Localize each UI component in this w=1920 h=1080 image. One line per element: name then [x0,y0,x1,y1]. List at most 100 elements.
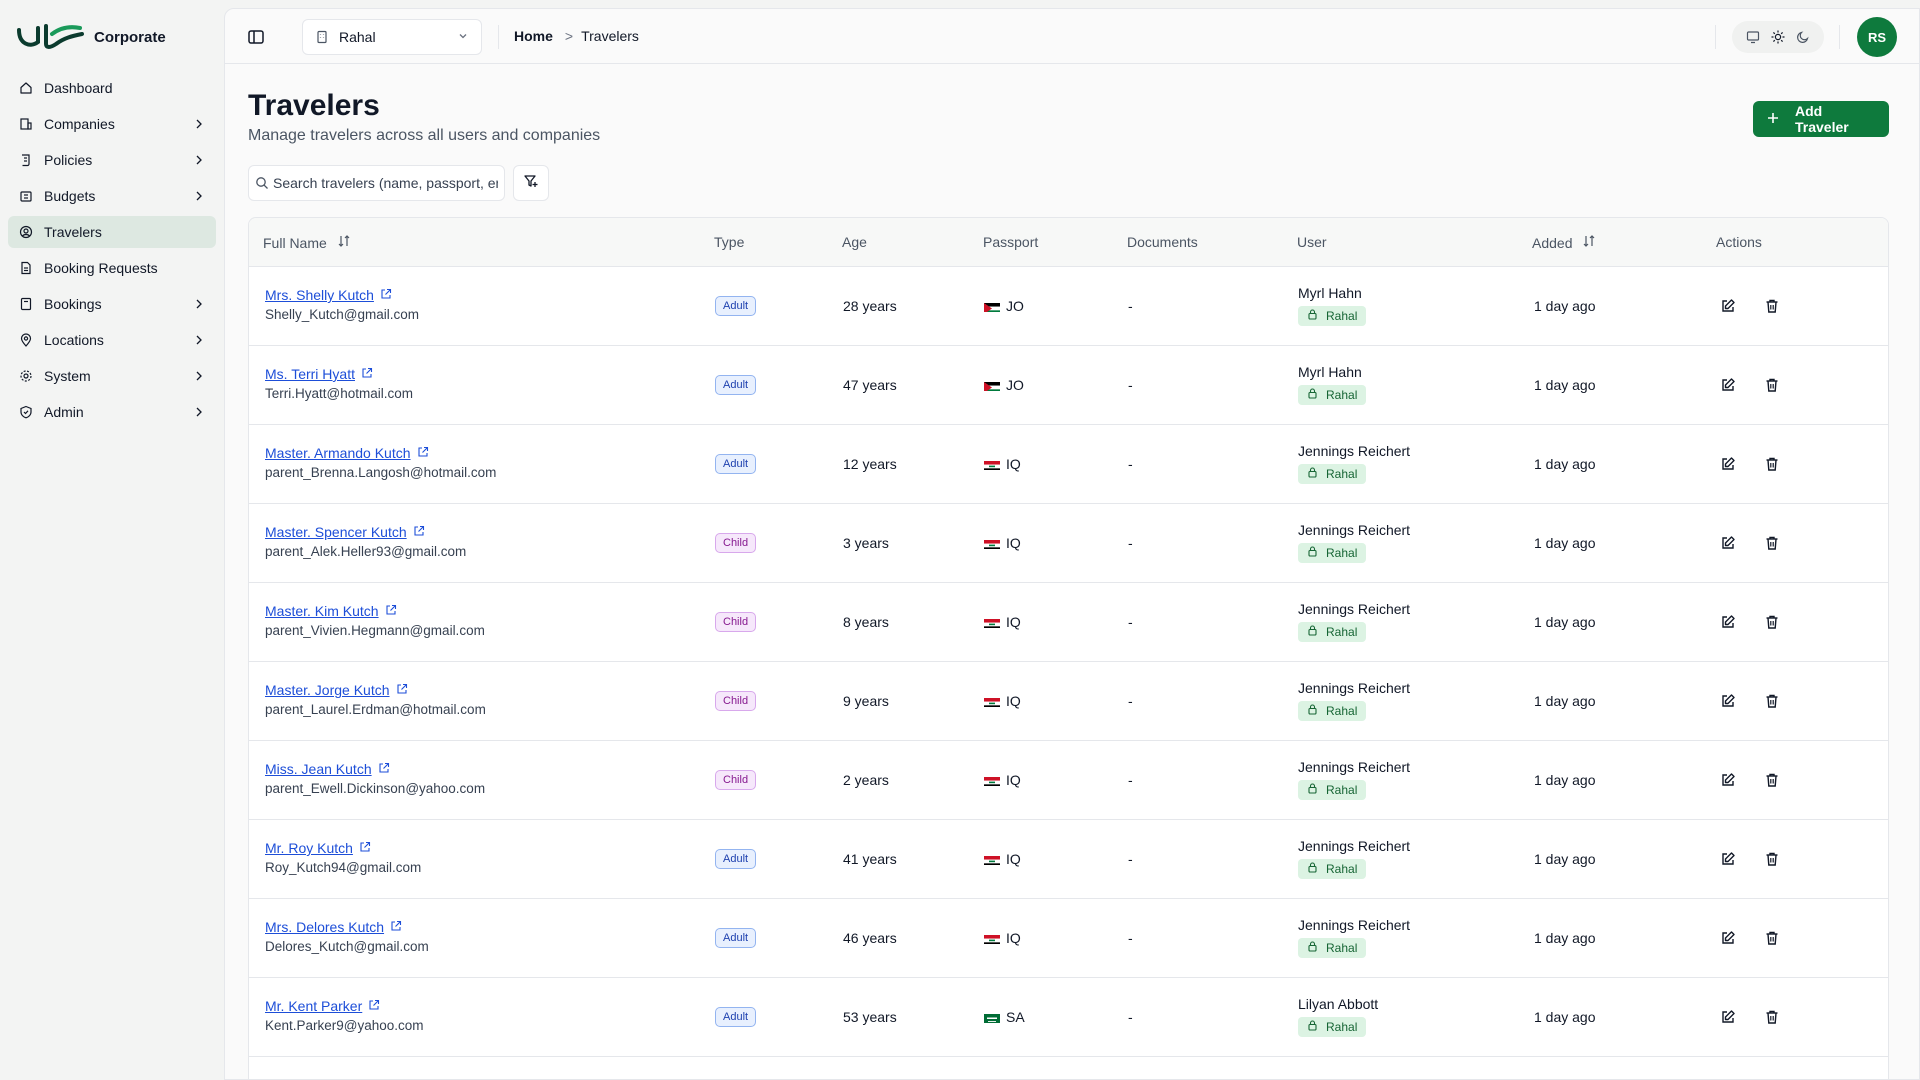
add-traveler-label: Add Traveler [1795,103,1849,135]
traveler-type-badge: Child [715,612,757,632]
sidebar-item-dashboard[interactable]: Dashboard [8,72,216,104]
table-row: Ms. Terri Hyatt Terri.Hyatt@hotmail.com Ad… [249,346,1888,425]
external-link-icon[interactable] [380,287,392,303]
filter-button[interactable] [513,165,549,201]
passport-country: IQ [1006,772,1021,788]
add-traveler-button[interactable]: Add Traveler [1753,101,1889,137]
sidebar-item-travelers[interactable]: Travelers [8,216,216,248]
chevron-right-icon[interactable] [192,405,206,419]
traveler-email: Kent.Parker9@yahoo.com [265,1018,424,1033]
passport-cell: IQ [984,456,1021,472]
sidebar-item-companies[interactable]: Companies [8,108,216,140]
external-link-icon[interactable] [361,366,373,382]
trash-icon[interactable] [1763,297,1781,315]
edit-icon[interactable] [1719,376,1737,394]
edit-icon[interactable] [1719,1008,1737,1026]
edit-icon[interactable] [1719,613,1737,631]
chevron-right-icon[interactable] [192,333,206,347]
flag-iq-icon [984,459,1000,470]
traveler-name-link[interactable]: Ms. Terri Hyatt [265,366,373,382]
traveler-name-cell: Mrs. Shelly Kutch Shelly_Kutch@gmail.com [265,287,419,322]
traveler-name-cell: Master. Armando Kutch parent_Brenna.Lango… [265,445,496,480]
edit-icon[interactable] [1719,455,1737,473]
moon-icon[interactable] [1795,29,1811,45]
flag-jo-icon [984,380,1000,391]
monitor-icon[interactable] [1745,29,1761,45]
lock-icon [1307,862,1318,876]
chevron-right-icon[interactable] [192,369,206,383]
trash-icon[interactable] [1763,850,1781,868]
chevron-right-icon[interactable] [192,189,206,203]
sidebar-item-policies[interactable]: Policies [8,144,216,176]
sidebar-item-booking-requests[interactable]: Booking Requests [8,252,216,284]
traveler-name: Ms. Terri Hyatt [265,366,355,382]
edit-icon[interactable] [1719,771,1737,789]
trash-icon[interactable] [1763,1008,1781,1026]
sort-icon[interactable] [337,234,351,251]
traveler-email: parent_Ewell.Dickinson@yahoo.com [265,781,486,796]
sidebar-item-bookings[interactable]: Bookings [8,288,216,320]
sidebar: Corporate Dashboard Companies Policies Budg… [0,0,223,1080]
trash-icon[interactable] [1763,692,1781,710]
edit-icon[interactable] [1719,692,1737,710]
chevron-right-icon[interactable] [192,117,206,131]
trash-icon[interactable] [1763,376,1781,394]
sort-icon[interactable] [1582,234,1596,251]
sidebar-item-locations[interactable]: Locations [8,324,216,356]
traveler-name-link[interactable]: Mr. Kent Parker [265,998,380,1014]
external-link-icon[interactable] [378,761,390,777]
user-avatar[interactable]: RS [1857,17,1897,57]
documents-value: - [1128,693,1133,709]
traveler-name-link[interactable]: Master. Spencer Kutch [265,524,425,540]
sidebar-toggle-icon[interactable] [247,28,265,46]
added-date: 1 day ago [1534,693,1596,709]
passport-country: JO [1006,298,1024,314]
column-label: User [1297,234,1327,250]
traveler-name-link[interactable]: Mrs. Shelly Kutch [265,287,392,303]
sun-icon[interactable] [1770,29,1786,45]
edit-icon[interactable] [1719,297,1737,315]
trash-icon[interactable] [1763,613,1781,631]
external-link-icon[interactable] [413,524,425,540]
trash-icon[interactable] [1763,929,1781,947]
traveler-age: 12 years [843,456,897,472]
edit-icon[interactable] [1719,850,1737,868]
traveler-name-link[interactable]: Miss. Jean Kutch [265,761,390,777]
sidebar-item-system[interactable]: System [8,360,216,392]
user-name: Myrl Hahn [1298,364,1362,380]
traveler-name-link[interactable]: Mr. Roy Kutch [265,840,371,856]
chevron-right-icon[interactable] [192,153,206,167]
passport-cell: IQ [984,772,1021,788]
external-link-icon[interactable] [368,998,380,1014]
column-header-full-name[interactable]: Full Name [263,234,351,251]
passport-cell: IQ [984,693,1021,709]
traveler-email: Roy_Kutch94@gmail.com [265,860,422,875]
sidebar-item-admin[interactable]: Admin [8,396,216,428]
trash-icon[interactable] [1763,771,1781,789]
trash-icon[interactable] [1763,455,1781,473]
trash-icon[interactable] [1763,534,1781,552]
sidebar-item-budgets[interactable]: Budgets [8,180,216,212]
breadcrumb: Home > Travelers [514,28,639,44]
traveler-name-link[interactable]: Mrs. Delores Kutch [265,919,402,935]
external-link-icon[interactable] [390,919,402,935]
search-input[interactable] [273,175,498,191]
company-select[interactable]: Rahal [302,19,482,55]
plus-icon [1767,111,1779,127]
chevron-right-icon[interactable] [192,297,206,311]
external-link-icon[interactable] [359,840,371,856]
external-link-icon[interactable] [385,603,397,619]
traveler-name-link[interactable]: Master. Armando Kutch [265,445,429,461]
traveler-name-link[interactable]: Master. Jorge Kutch [265,682,408,698]
traveler-name-link[interactable]: Master. Kim Kutch [265,603,397,619]
home-icon [18,80,34,96]
divider [1839,25,1840,49]
external-link-icon[interactable] [396,682,408,698]
external-link-icon[interactable] [417,445,429,461]
brand-logo[interactable]: Corporate [16,22,166,52]
column-header-added[interactable]: Added [1532,234,1596,251]
breadcrumb-home[interactable]: Home [514,28,553,44]
edit-icon[interactable] [1719,534,1737,552]
edit-icon[interactable] [1719,929,1737,947]
traveler-name: Master. Jorge Kutch [265,682,390,698]
